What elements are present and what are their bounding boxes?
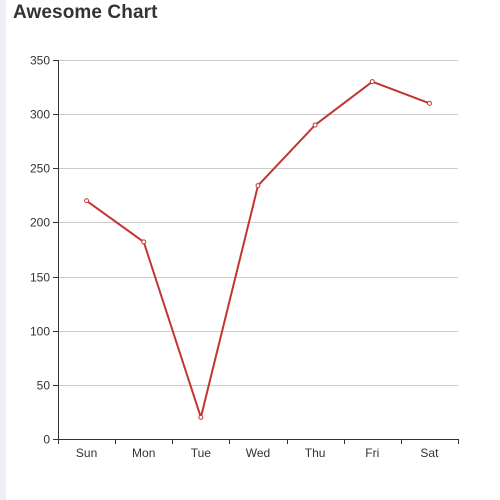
data-point <box>141 239 147 245</box>
x-tick-label: Tue <box>191 446 212 460</box>
y-tick-label: 50 <box>37 379 51 393</box>
data-point <box>84 198 90 204</box>
series-line <box>85 80 430 419</box>
y-tick-label: 0 <box>43 433 50 447</box>
y-axis-ticks: 0 50 100 150 200 250 300 350 <box>30 54 58 447</box>
x-tick-label: Wed <box>246 446 270 460</box>
x-tick-label: Sat <box>420 446 439 460</box>
data-point <box>426 100 432 106</box>
axes <box>58 60 458 440</box>
series-layer <box>84 79 432 420</box>
y-tick-label: 150 <box>30 271 50 285</box>
x-axis-ticks: Sun Mon Tue Wed Thu Fri Sat <box>58 439 459 460</box>
x-tick-label: Thu <box>305 446 326 460</box>
x-tick-label: Mon <box>132 446 155 460</box>
data-point <box>255 183 261 189</box>
y-tick-label: 250 <box>30 162 50 176</box>
data-point <box>198 414 204 420</box>
chart-title: Awesome Chart <box>13 2 158 23</box>
y-tick-label: 350 <box>30 54 50 68</box>
y-tick-label: 200 <box>30 216 50 230</box>
y-tick-label: 100 <box>30 325 50 339</box>
data-point <box>369 79 375 85</box>
grid-lines <box>58 60 458 386</box>
x-tick-label: Sun <box>76 446 97 460</box>
y-tick-label: 300 <box>30 108 50 122</box>
x-tick-label: Fri <box>365 446 379 460</box>
data-point <box>312 122 318 128</box>
window-edge <box>0 0 6 500</box>
